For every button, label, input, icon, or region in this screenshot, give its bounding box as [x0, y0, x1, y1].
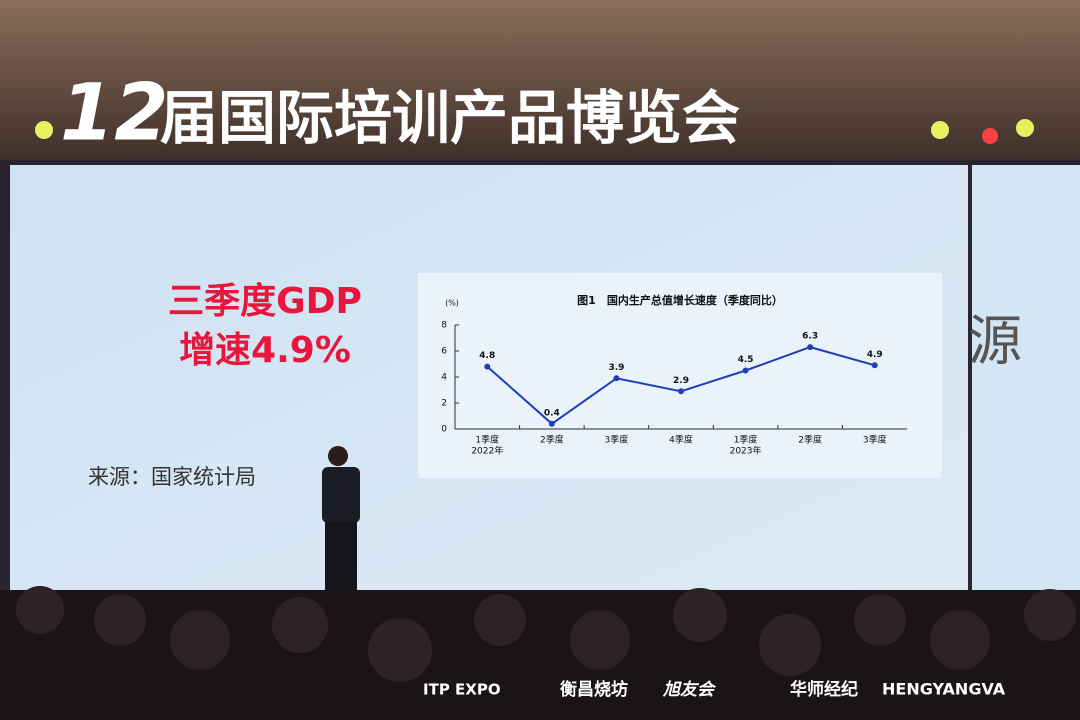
- x-tick-label: 2季度: [540, 434, 564, 446]
- x-tick-label: 1季度: [475, 434, 499, 446]
- y-tick-label: 8: [441, 321, 447, 331]
- value-label: 4.8: [479, 351, 495, 361]
- sponsor-logo: 华师经纪: [790, 679, 858, 700]
- stage-light: [931, 121, 949, 139]
- value-label: 2.9: [673, 376, 689, 386]
- point: [613, 375, 620, 382]
- point: [548, 420, 555, 427]
- chart-title: 图1 国内生产总值增长速度（季度同比）: [577, 293, 783, 307]
- value-label: 4.5: [738, 355, 754, 365]
- headline: 增速4.9%: [179, 330, 351, 371]
- banner-number: 12: [60, 68, 169, 158]
- point: [484, 363, 491, 370]
- stage-light: [982, 128, 998, 144]
- x-tick-label: 3季度: [605, 434, 629, 446]
- x-tick-label: 2季度: [798, 434, 822, 446]
- point: [871, 362, 878, 369]
- side-text: 源: [968, 310, 1022, 373]
- stage-light: [35, 121, 53, 139]
- value-label: 0.4: [544, 408, 560, 418]
- x-sublabel: 2022年: [471, 445, 503, 457]
- sponsor-logo: 衡昌烧坊: [560, 679, 628, 700]
- speaker: [322, 446, 360, 592]
- value-label: 3.9: [608, 363, 624, 373]
- sponsor-logo: ITP EXPO: [423, 681, 501, 699]
- y-tick-label: 4: [441, 373, 447, 383]
- point: [807, 344, 814, 351]
- y-unit: (%): [445, 299, 459, 308]
- value-label: 6.3: [802, 332, 818, 342]
- x-sublabel: 2023年: [730, 445, 762, 457]
- sponsor-logo: 旭友会: [662, 680, 717, 700]
- stage-light: [1016, 119, 1034, 137]
- value-label: 4.9: [867, 350, 883, 360]
- y-tick-label: 2: [441, 399, 447, 409]
- point: [678, 388, 684, 395]
- chart: 图1 国内生产总值增长速度（季度同比） (%) 024681季度2022年2季度…: [441, 293, 907, 457]
- point: [742, 367, 749, 374]
- y-tick-label: 6: [441, 347, 447, 357]
- audience: [0, 590, 1080, 720]
- wall: [0, 0, 1080, 170]
- chart-panel: [418, 273, 942, 478]
- banner-text: 届国际培训产品博览会: [160, 84, 740, 152]
- sponsor-logo: HENGYANGVA: [882, 680, 1006, 699]
- headline: 三季度GDP: [168, 281, 362, 322]
- y-tick-label: 0: [441, 425, 447, 435]
- x-tick-label: 3季度: [863, 434, 887, 446]
- source-note: 来源：国家统计局: [88, 465, 256, 489]
- audience-heads: [16, 586, 1076, 682]
- x-tick-label: 4季度: [669, 434, 693, 446]
- x-tick-label: 1季度: [734, 434, 758, 446]
- side-screen: [972, 165, 1080, 590]
